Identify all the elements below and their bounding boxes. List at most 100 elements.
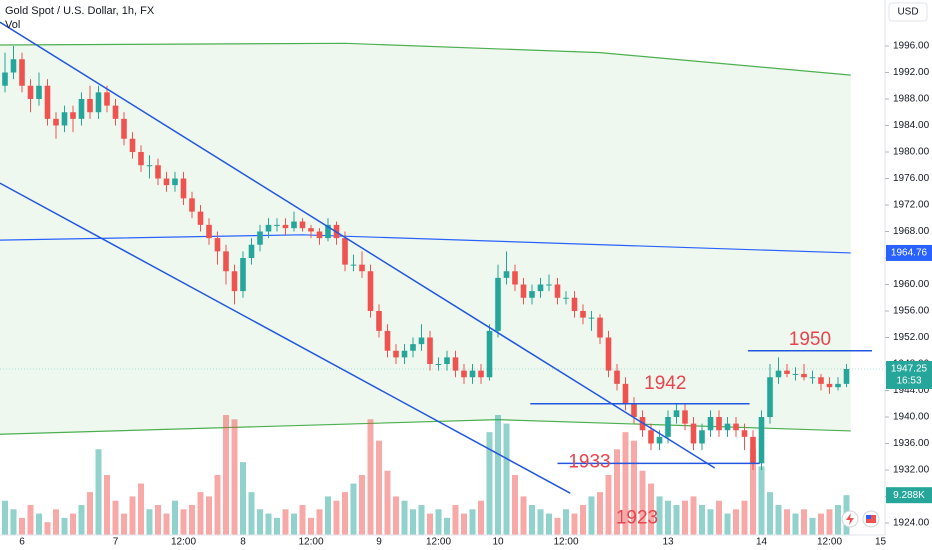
y-tick-label: 1984.00 [893, 120, 930, 131]
volume-bar [240, 462, 246, 535]
volume-bar [44, 522, 51, 535]
volume-bar [333, 500, 340, 535]
volume-bar [469, 509, 476, 535]
candle-body [792, 373, 799, 375]
volume-bar [418, 505, 425, 535]
candle-body [478, 370, 484, 378]
volume-bar [316, 509, 323, 535]
candle-body [265, 224, 272, 232]
candle-body [121, 118, 127, 139]
y-tick-label: 1944.00 [893, 385, 930, 396]
volume-bar [206, 496, 212, 535]
volume-bar [622, 432, 629, 535]
volume-bar [61, 517, 68, 535]
volume-bar [214, 475, 221, 535]
volume-bar [512, 475, 518, 535]
volume-bar [716, 500, 722, 535]
flash-glyph [846, 513, 854, 525]
candle-body [36, 85, 42, 99]
volume-bar [792, 513, 799, 535]
volume-bar [155, 505, 161, 535]
candle-body [665, 417, 671, 437]
y-tick-label: 1932.00 [893, 465, 930, 476]
volume-bar [308, 517, 314, 535]
volume-bar [27, 505, 34, 535]
volume-bar [699, 505, 705, 535]
trendline [0, 182, 571, 494]
candle-body [495, 277, 501, 331]
volume-bar [282, 509, 289, 535]
price-tag-label: 1947.25 [891, 364, 928, 375]
candle-body [53, 118, 59, 126]
candle-body [10, 59, 17, 73]
volume-bar [767, 492, 773, 535]
candle-body [155, 165, 161, 179]
candle-body [316, 231, 323, 239]
volume-bar [248, 492, 255, 535]
candle-body [104, 92, 110, 106]
candle-body [95, 92, 102, 113]
candle-body [325, 224, 331, 239]
candle-body [503, 271, 510, 278]
currency-button[interactable] [888, 2, 928, 22]
x-tick-label: 12:00 [553, 537, 578, 548]
candle-body [605, 337, 612, 371]
candle-body [393, 350, 399, 358]
currency: USD [897, 7, 918, 18]
volume-bar [588, 496, 595, 535]
candle-body [44, 85, 51, 119]
volume-title: Vol [5, 19, 20, 31]
volume-bar [257, 509, 263, 535]
candle-body [809, 377, 816, 379]
volume-bar [2, 500, 8, 535]
candle-body [707, 417, 714, 431]
volume-bar [580, 505, 586, 535]
price-tag-label: 1964.76 [891, 248, 928, 259]
candle-body [27, 85, 34, 99]
candle-body [656, 436, 663, 444]
volume-bar [495, 415, 501, 535]
y-tick-label: 1952.00 [893, 332, 930, 343]
volume-bar [452, 505, 459, 535]
candle-body [843, 368, 850, 384]
volume-bar [461, 513, 467, 535]
volume-bar [10, 509, 17, 535]
volume-bar [537, 509, 544, 535]
volume-bar [87, 492, 93, 535]
candle-body [554, 284, 561, 298]
y-tick-label: 1992.00 [893, 67, 930, 78]
candle-body [588, 317, 595, 319]
x-tick-label: 13 [662, 537, 674, 548]
candle-body [716, 417, 722, 431]
volume-bar [571, 513, 578, 535]
level-label: 1923 [616, 508, 658, 529]
x-tick-label: 6 [19, 537, 25, 548]
candle-body [410, 344, 416, 351]
candle-body [673, 410, 680, 418]
volume-bar [299, 505, 306, 535]
volume-bar [359, 475, 365, 535]
candle-body [648, 430, 654, 444]
countdown: 16:53 [896, 376, 921, 387]
volume-bar [826, 509, 833, 535]
volume-bar [673, 505, 680, 535]
volume-bar [597, 492, 603, 535]
y-tick-label: 1980.00 [893, 147, 930, 158]
candle-body [146, 165, 153, 167]
volume-bar [19, 517, 25, 535]
volume-bar [393, 496, 399, 535]
volume-bar [835, 505, 841, 535]
y-tick-label: 1956.00 [893, 306, 930, 317]
volume-bar [291, 513, 297, 535]
volume-bar [809, 517, 816, 535]
volume-bar [656, 496, 663, 535]
candle-body [367, 271, 374, 311]
volume-bar [724, 513, 731, 535]
candle-body [189, 198, 195, 212]
x-tick-label: 12:00 [817, 537, 842, 548]
volume-bar [546, 513, 552, 535]
volume-bar [401, 500, 408, 535]
volume-bar [112, 500, 119, 535]
y-tick-label: 1960.00 [893, 279, 930, 290]
x-tick-label: 9 [376, 537, 382, 548]
